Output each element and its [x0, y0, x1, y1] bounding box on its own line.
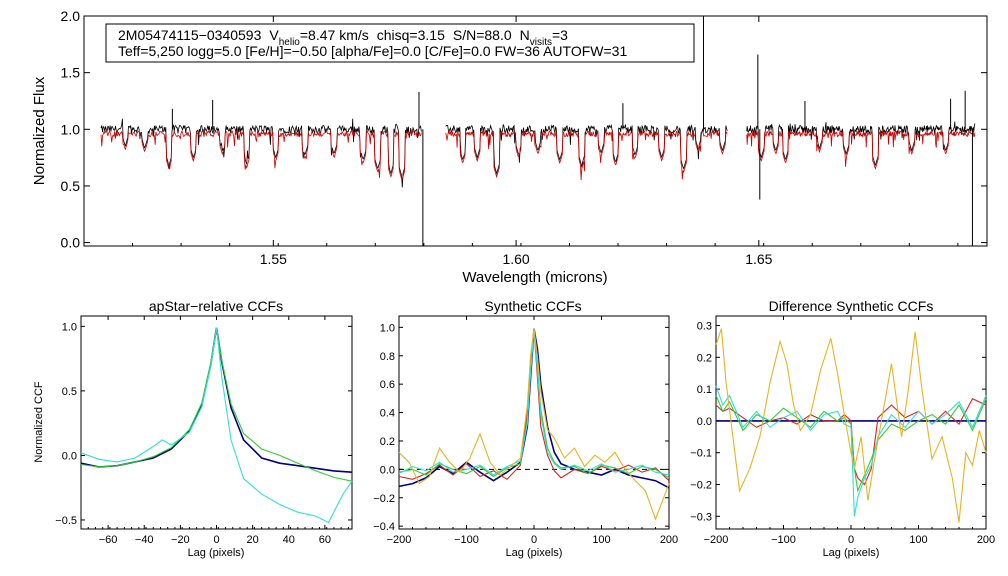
y-tick-label: 1.0: [61, 121, 81, 137]
y-tick-label: 0.0: [61, 235, 81, 251]
x-tick-label: −40: [135, 534, 154, 546]
spectrum-x-ticks: 1.55 1.60 1.65: [83, 16, 959, 267]
y-tick-label: 0.0: [697, 416, 712, 428]
info-box: 2M05474115−0340593 Vhelio=8.47 km/s chisq=…: [105, 23, 695, 63]
y-tick-label: 0.5: [62, 386, 77, 398]
synthetic-ccf-title: Synthetic CCFs: [484, 298, 581, 314]
y-tick-label: 0.8: [380, 351, 395, 363]
info-nvisits-sub: visits: [530, 37, 552, 48]
y-tick-label: 0.3: [697, 321, 712, 333]
y-tick-label: −0.2: [690, 479, 712, 491]
ccf-series-green: [715, 395, 987, 493]
info-nvisits-prefix: N: [520, 27, 530, 43]
spectrum-synthetic-chip-2: [445, 130, 728, 181]
x-tick-label: 100: [592, 534, 610, 546]
ccf-series-cyan: [80, 327, 353, 524]
info-vhelio-prefix: V: [269, 27, 279, 43]
spectrum-synthetic-chip-1: [100, 129, 422, 180]
apstar-ccf-x-label: Lag (pixels): [188, 547, 245, 559]
x-tick-label: 0: [213, 534, 219, 546]
spectrum-observed-chip-3: [746, 121, 976, 167]
spectrum-observed-chip-1: [100, 118, 422, 188]
synthetic-ccf-x-ticks: −200 −100 0 100 200: [387, 316, 678, 546]
x-tick-label: 20: [247, 534, 259, 546]
info-snr: S/N=88.0: [453, 27, 512, 43]
x-tick-label: 100: [909, 534, 927, 546]
ccf-series-orange: [715, 328, 987, 523]
apstar-ccf-title: apStar−relative CCFs: [149, 298, 283, 314]
ccf-series-cyan: [715, 385, 987, 517]
y-tick-label: 1.5: [61, 65, 81, 81]
y-tick-label: 2.0: [61, 8, 81, 24]
ccf-series-orange: [398, 328, 670, 521]
x-tick-label: 60: [319, 534, 331, 546]
x-tick-label: 1.55: [260, 251, 287, 267]
spectrum-panel: 1.55 1.60 1.65 0.0 0.5 1.0 1.5 2.0 Wavelength …: [31, 8, 988, 286]
y-tick-label: 0.0: [62, 450, 77, 462]
y-tick-label: −0.3: [690, 511, 712, 523]
ccf-series-cyan: [398, 328, 670, 476]
y-tick-label: −0.2: [373, 493, 395, 505]
spectrum-observed-chip-2: [445, 123, 728, 175]
apstar-ccf-x-ticks: −60 −40 −20 0 20 40 60: [80, 316, 349, 546]
synthetic-ccf-series: [398, 328, 670, 521]
x-tick-label: −100: [454, 534, 479, 546]
difference-ccf-series: [715, 328, 987, 523]
info-line-1: 2M05474115−0340593 Vhelio=8.47 km/s chisq=…: [118, 27, 568, 48]
spectrum-y-label: Normalized Flux: [31, 76, 48, 185]
synthetic-ccf-x-label: Lag (pixels): [506, 547, 563, 559]
spectrum-y-ticks: 0.0 0.5 1.0 1.5 2.0: [61, 8, 987, 251]
y-tick-label: 0.4: [380, 408, 395, 420]
spectrum-synthetic-chip-3: [746, 129, 976, 170]
apstar-ccf-y-ticks: −0.5 0.0 0.5 1.0: [55, 321, 352, 527]
y-tick-label: 0.0: [380, 464, 395, 476]
y-tick-label: 0.2: [380, 436, 395, 448]
y-tick-label: 0.6: [380, 379, 395, 391]
x-tick-label: 1.65: [745, 251, 772, 267]
difference-ccf-y-ticks: −0.3 −0.2 −0.1 0.0 0.1 0.2 0.3: [690, 321, 986, 523]
x-tick-label: −20: [171, 534, 190, 546]
y-tick-label: −0.5: [55, 515, 77, 527]
spectrum-series: [100, 16, 976, 246]
difference-ccf-title: Difference Synthetic CCFs: [769, 298, 934, 314]
x-tick-label: −200: [704, 534, 729, 546]
y-tick-label: −0.1: [690, 448, 712, 460]
apstar-ccf-panel: apStar−relative CCFs −60 −40 −20 0 20 40 60 −0…: [33, 298, 353, 559]
info-star: 2M05474115−0340593: [118, 27, 262, 43]
info-box-frame: [105, 23, 695, 63]
x-tick-label: −200: [387, 534, 412, 546]
info-chisq: chisq=3.15: [377, 27, 445, 43]
y-tick-label: 0.1: [697, 384, 712, 396]
difference-ccf-x-ticks: −200 −100 0 100 200: [704, 316, 995, 546]
x-tick-label: 40: [283, 534, 295, 546]
info-vhelio-value: =8.47 km/s: [300, 27, 369, 43]
x-tick-label: 0: [848, 534, 854, 546]
synthetic-ccf-y-ticks: −0.4 −0.2 0.0 0.2 0.4 0.6 0.8 1.0: [373, 322, 669, 533]
y-tick-label: −0.4: [373, 521, 395, 533]
x-tick-label: −100: [771, 534, 796, 546]
y-tick-label: 0.2: [697, 352, 712, 364]
difference-ccf-x-label: Lag (pixels): [823, 547, 880, 559]
synthetic-ccf-panel: Synthetic CCFs −200 −100 0 100 200 −0.4 −0.2 0…: [373, 298, 678, 559]
spectrum-plot-frame: [83, 15, 988, 247]
x-tick-label: 0: [531, 534, 537, 546]
x-tick-label: −60: [99, 534, 118, 546]
info-nvisits-value: =3: [552, 27, 568, 43]
x-tick-label: 200: [977, 534, 995, 546]
spectrum-x-label: Wavelength (microns): [462, 269, 607, 286]
y-tick-label: 1.0: [62, 321, 77, 333]
info-line-2: Teff=5,250 logg=5.0 [Fe/H]=−0.50 [alpha/…: [118, 43, 627, 59]
info-vhelio-sub: helio: [279, 37, 301, 48]
x-tick-label: 1.60: [502, 251, 529, 267]
x-tick-label: 200: [660, 534, 678, 546]
apstar-ccf-series: [80, 327, 353, 524]
y-tick-label: 0.5: [61, 178, 81, 194]
apstar-ccf-y-label: Normalized CCF: [33, 381, 45, 463]
y-tick-label: 1.0: [380, 322, 395, 334]
difference-ccf-panel: Difference Synthetic CCFs −200 −100 0 100 20…: [690, 298, 995, 559]
